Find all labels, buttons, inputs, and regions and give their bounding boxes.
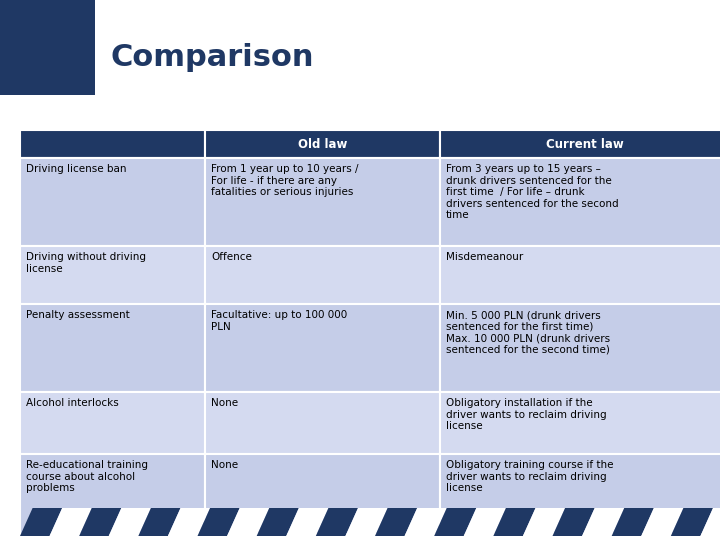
Polygon shape (316, 508, 358, 536)
Bar (205, 246, 440, 304)
Text: Current law: Current law (546, 138, 624, 151)
Text: Re-educational training
course about alcohol
problems: Re-educational training course about alc… (26, 460, 148, 493)
Polygon shape (375, 508, 417, 536)
Bar (205, 130, 440, 158)
Text: None: None (211, 398, 238, 408)
Polygon shape (79, 508, 122, 536)
Text: Driving license ban: Driving license ban (26, 164, 127, 174)
Bar (440, 304, 720, 392)
Text: Offence: Offence (211, 252, 252, 262)
Bar (440, 246, 720, 304)
Polygon shape (20, 508, 62, 536)
Bar (205, 158, 440, 246)
Polygon shape (256, 508, 299, 536)
Bar (440, 158, 720, 246)
Bar (205, 304, 440, 392)
Bar (20, 130, 205, 158)
Bar (440, 454, 720, 534)
Bar (440, 130, 720, 158)
Polygon shape (227, 508, 269, 536)
Polygon shape (50, 508, 91, 536)
Polygon shape (701, 508, 720, 536)
Bar (20, 246, 205, 304)
Text: Old law: Old law (298, 138, 347, 151)
Bar (0, 0, 95, 95)
Bar (20, 392, 205, 454)
Polygon shape (287, 508, 328, 536)
Text: Alcohol interlocks: Alcohol interlocks (26, 398, 119, 408)
Polygon shape (464, 508, 506, 536)
Polygon shape (523, 508, 565, 536)
Text: From 1 year up to 10 years /
For life - if there are any
fatalities or serious i: From 1 year up to 10 years / For life - … (211, 164, 359, 197)
Bar (205, 454, 440, 534)
Text: Penalty assessment: Penalty assessment (26, 310, 130, 320)
Bar (20, 454, 205, 534)
Text: Comparison: Comparison (110, 43, 313, 72)
Polygon shape (493, 508, 536, 536)
Text: Obligatory training course if the
driver wants to reclaim driving
license: Obligatory training course if the driver… (446, 460, 613, 493)
Text: Min. 5 000 PLN (drunk drivers
sentenced for the first time)
Max. 10 000 PLN (dru: Min. 5 000 PLN (drunk drivers sentenced … (446, 310, 610, 355)
Text: Misdemeanour: Misdemeanour (446, 252, 523, 262)
Text: Facultative: up to 100 000
PLN: Facultative: up to 100 000 PLN (211, 310, 347, 332)
Text: None: None (211, 460, 238, 470)
Bar (20, 158, 205, 246)
Polygon shape (138, 508, 181, 536)
Text: Obligatory installation if the
driver wants to reclaim driving
license: Obligatory installation if the driver wa… (446, 398, 607, 431)
Text: From 3 years up to 15 years –
drunk drivers sentenced for the
first time  / For : From 3 years up to 15 years – drunk driv… (446, 164, 618, 220)
Polygon shape (582, 508, 624, 536)
Bar (20, 304, 205, 392)
Polygon shape (671, 508, 713, 536)
Text: Driving without driving
license: Driving without driving license (26, 252, 146, 274)
Polygon shape (197, 508, 240, 536)
Polygon shape (612, 508, 654, 536)
Polygon shape (405, 508, 447, 536)
Polygon shape (552, 508, 595, 536)
Polygon shape (168, 508, 210, 536)
Polygon shape (434, 508, 477, 536)
Polygon shape (346, 508, 387, 536)
Polygon shape (642, 508, 683, 536)
Bar (440, 392, 720, 454)
Bar (205, 392, 440, 454)
Polygon shape (109, 508, 151, 536)
